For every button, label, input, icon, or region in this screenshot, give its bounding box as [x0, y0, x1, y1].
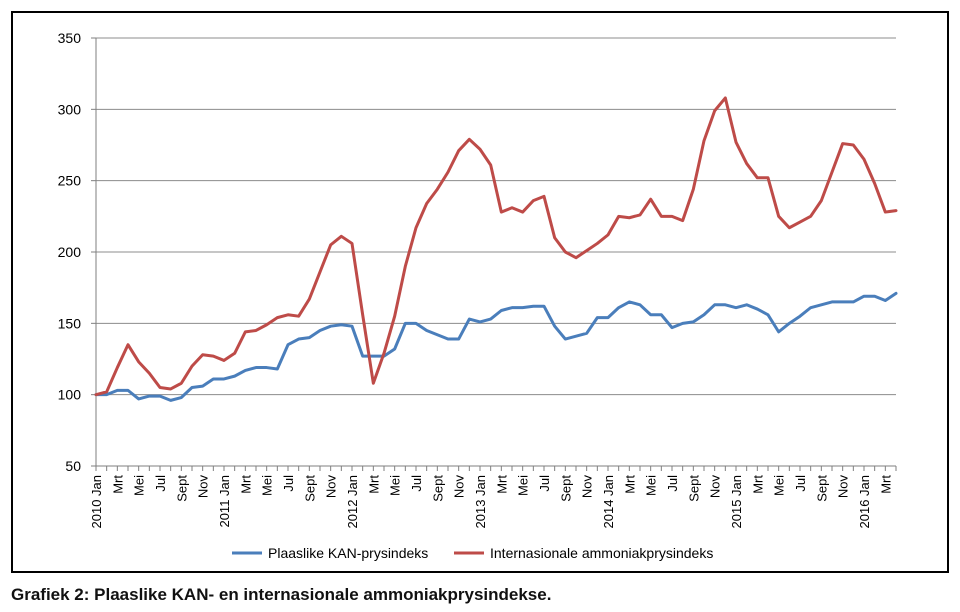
x-tick-label: Jul	[281, 475, 296, 492]
x-tick-label: Nov	[324, 475, 339, 499]
x-tick-label: Mrt	[878, 475, 893, 494]
x-tick-label: 2014 Jan	[601, 475, 616, 529]
y-tick-label-50: 50	[65, 458, 81, 474]
figure-caption: Grafiek 2: Plaaslike KAN- en internasion…	[11, 585, 552, 604]
y-tick-label-150: 150	[58, 315, 82, 331]
x-tick-label: 2010 Jan	[89, 475, 104, 529]
legend-label-internasionale-ammoniak: Internasionale ammoniakprysindeks	[490, 545, 713, 561]
line-chart: 50 100 150 200 250 300 350 2010 Jan Mrt Mei Jul Se…	[58, 30, 898, 561]
series-line-0	[94, 291, 898, 402]
axes	[91, 37, 897, 471]
x-tick-label: Mrt	[366, 475, 381, 494]
x-tick-label: Mei	[516, 475, 531, 496]
y-axis-tick-labels: 50 100 150 200 250 300 350	[58, 30, 82, 474]
x-tick-label: Nov	[580, 475, 595, 499]
chart-frame: 50 100 150 200 250 300 350 2010 Jan Mrt Mei Jul Se…	[11, 11, 949, 573]
x-tick-label: Mei	[388, 475, 403, 496]
series-line-1	[94, 96, 898, 397]
x-tick-label: Nov	[452, 475, 467, 499]
x-tick-label: Mrt	[622, 475, 637, 494]
x-tick-label: Sept	[558, 475, 573, 502]
x-tick-label: 2016 Jan	[857, 475, 872, 529]
x-tick-label: 2013 Jan	[473, 475, 488, 529]
series-lines	[94, 96, 898, 402]
x-tick-label: 2011 Jan	[217, 475, 232, 528]
x-tick-label: Nov	[708, 475, 723, 499]
x-tick-label: Jul	[665, 475, 680, 492]
x-tick-label: Jul	[793, 475, 808, 492]
x-tick-label: Mei	[260, 475, 275, 496]
y-tick-label-250: 250	[58, 173, 82, 189]
x-tick-label: Jul	[153, 475, 168, 492]
gridlines	[96, 37, 896, 396]
x-tick-label: Nov	[196, 475, 211, 499]
x-tick-label: Mei	[132, 475, 147, 496]
x-tick-label: Sept	[430, 475, 445, 502]
x-tick-label: Sept	[814, 475, 829, 502]
x-tick-label: Jul	[409, 475, 424, 492]
legend-label-plaaslike-kan: Plaaslike KAN-prysindeks	[268, 545, 428, 561]
x-tick-label: Nov	[836, 475, 851, 499]
x-tick-label: Sept	[302, 475, 317, 502]
x-tick-label: Mei	[644, 475, 659, 496]
y-tick-label-200: 200	[58, 244, 82, 260]
x-tick-label: Mrt	[750, 475, 765, 494]
x-tick-label: Mrt	[238, 475, 253, 494]
x-tick-label: 2012 Jan	[345, 475, 360, 529]
x-tick-label: Mrt	[494, 475, 509, 494]
legend: Plaaslike KAN-prysindeks Internasionale …	[232, 545, 713, 561]
x-tick-label: Sept	[686, 475, 701, 502]
x-tick-label: Mei	[772, 475, 787, 496]
x-tick-label: 2015 Jan	[729, 475, 744, 529]
x-tick-label: Jul	[537, 475, 552, 492]
x-axis-tick-labels: 2010 Jan Mrt Mei Jul Sept Nov 2011 Jan Mrt Mei Ju…	[89, 475, 893, 529]
x-tick-label: Mrt	[110, 475, 125, 494]
y-tick-label-100: 100	[58, 387, 82, 403]
y-tick-label-300: 300	[58, 101, 82, 117]
x-tick-label: Sept	[174, 475, 189, 502]
y-tick-label-350: 350	[58, 30, 82, 46]
